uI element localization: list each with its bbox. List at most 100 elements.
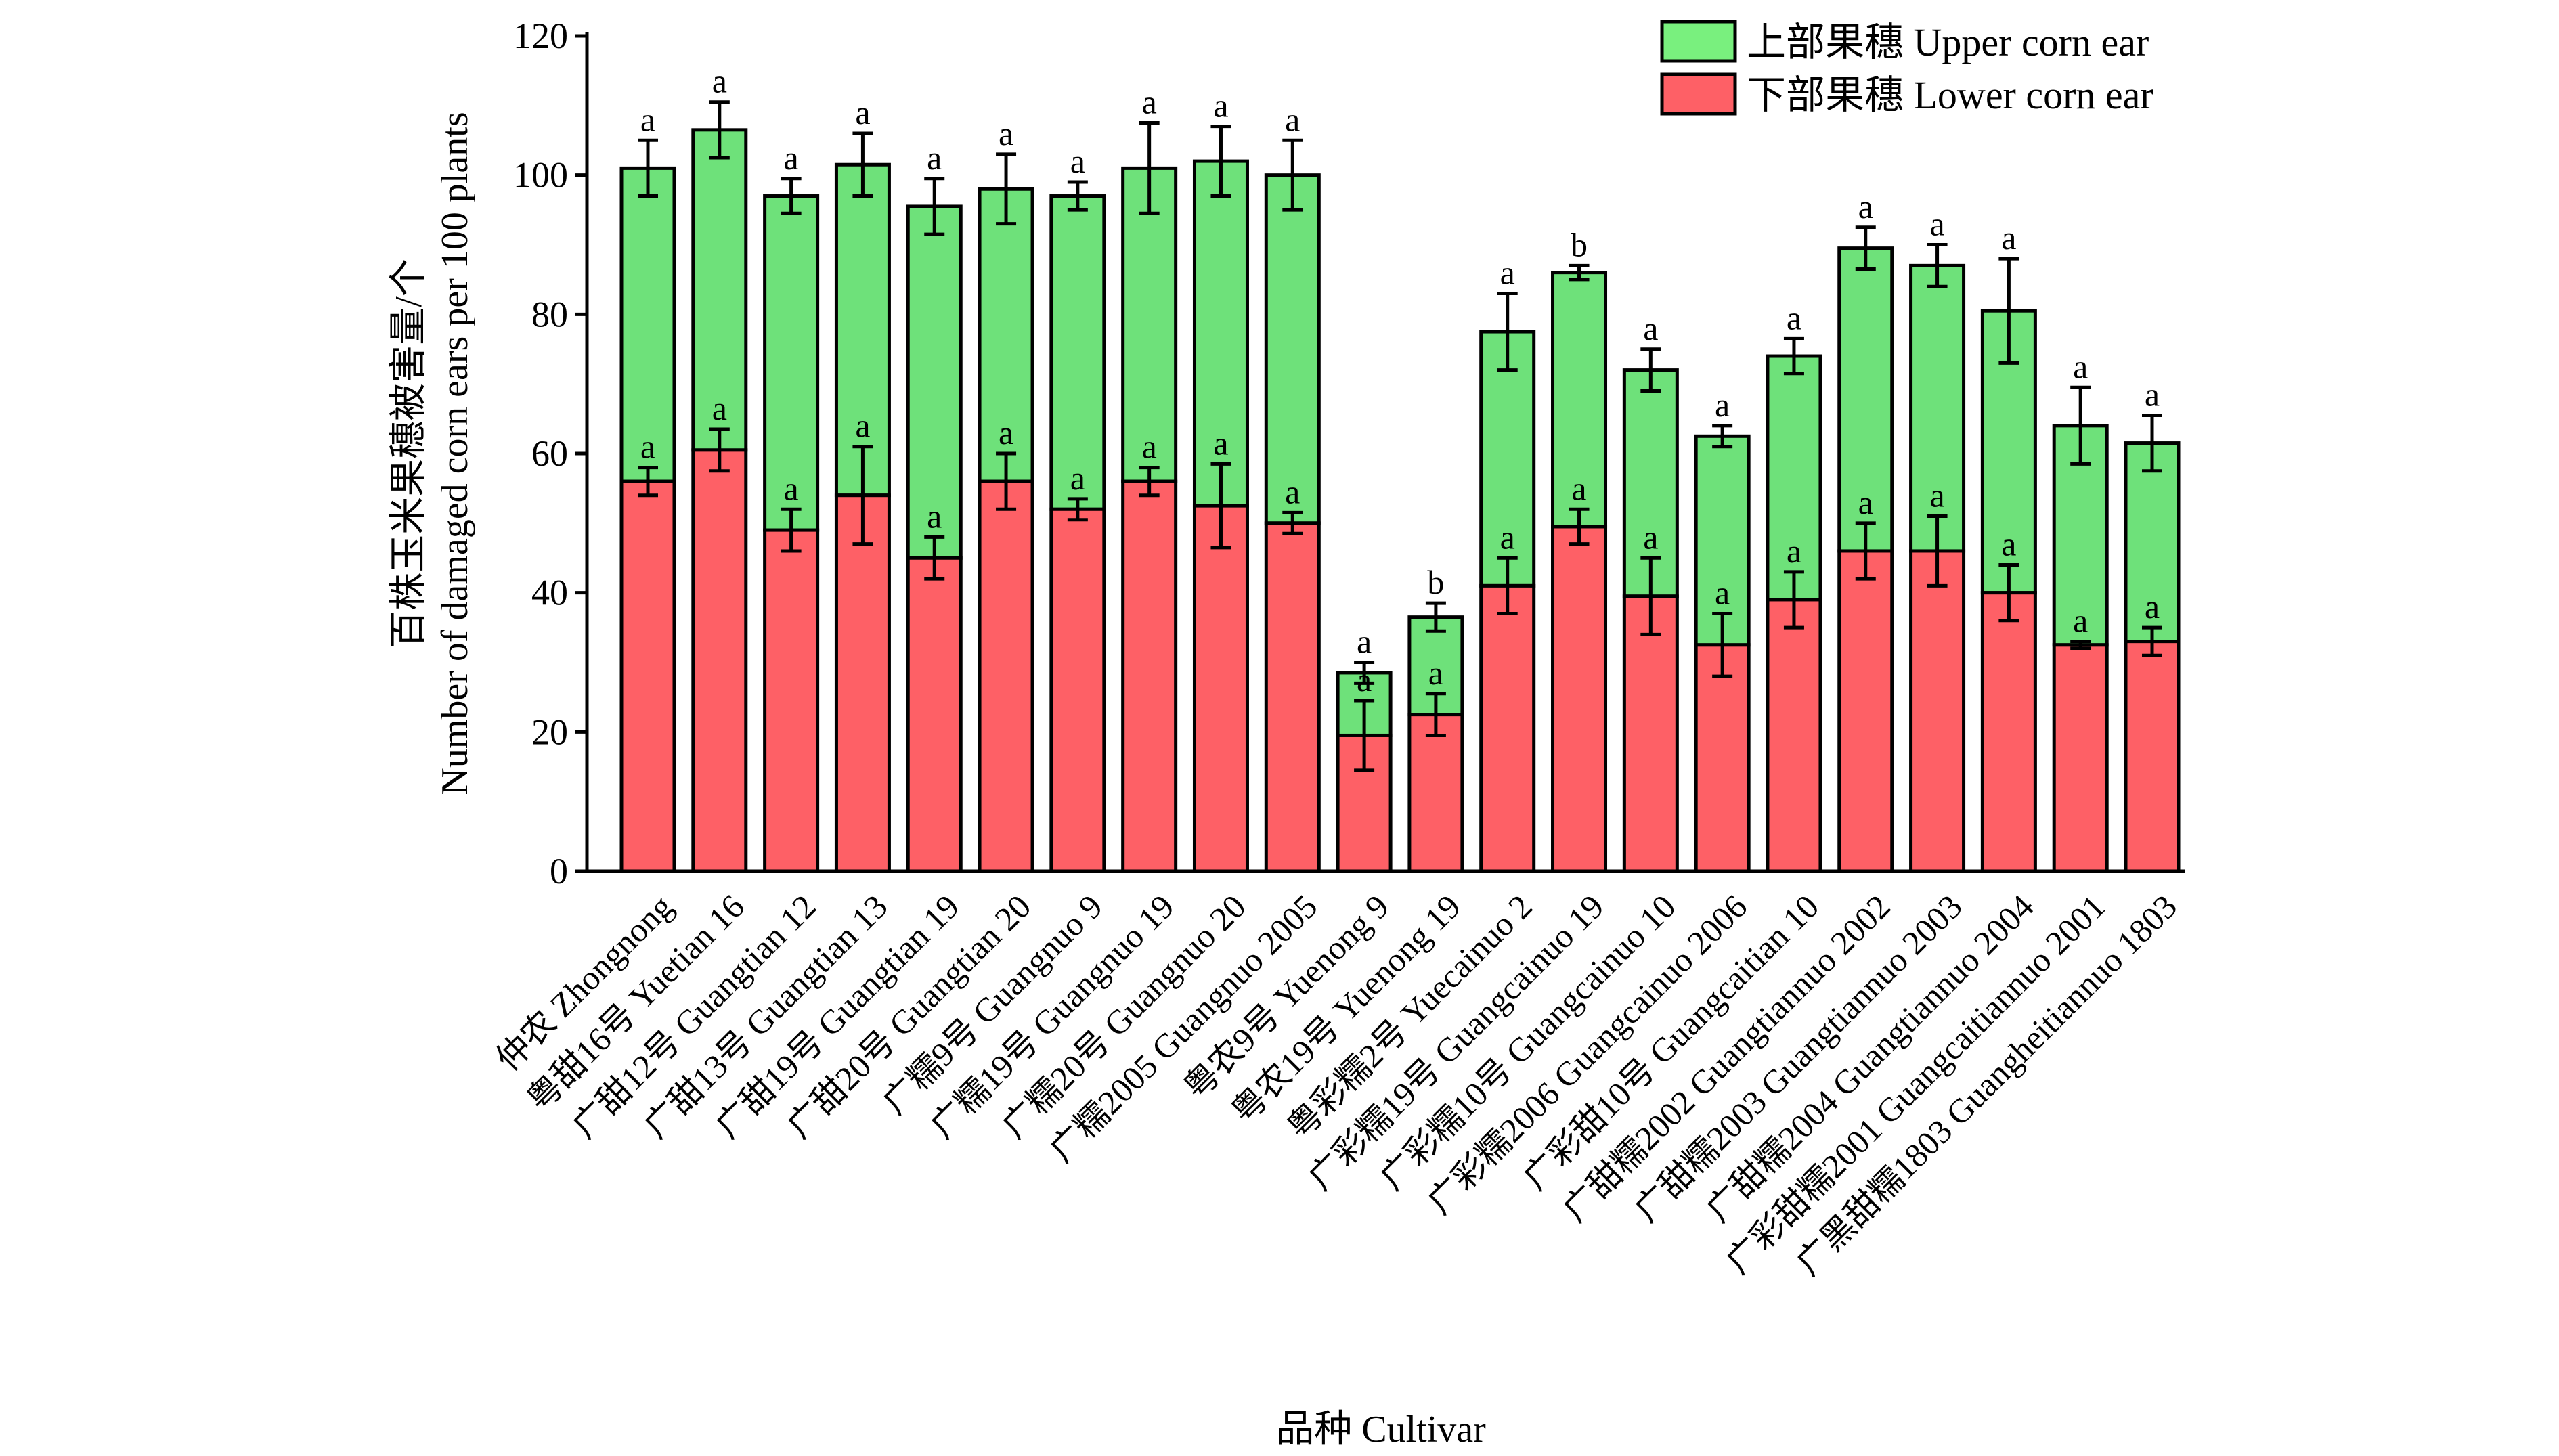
significance-letter-upper-4: a (855, 93, 870, 131)
error-bar-lower-3 (781, 507, 802, 553)
significance-letter-upper-9: a (1213, 87, 1228, 125)
error-bar-upper-4 (852, 131, 873, 198)
bar-upper-9 (1192, 159, 1249, 508)
bar-lower-20 (1980, 591, 2037, 873)
significance-letter-lower-12: a (1428, 654, 1443, 692)
significance-letter-upper-10: a (1285, 100, 1300, 138)
error-bar-upper-10 (1282, 138, 1303, 212)
significance-letter-lower-21: a (2073, 602, 2088, 640)
significance-letter-lower-10: a (1285, 472, 1300, 510)
error-bar-lower-18 (1855, 521, 1876, 581)
error-bar-lower-8 (1139, 466, 1160, 498)
y-tick-label-120: 120 (513, 16, 568, 56)
bar-lower-9 (1192, 504, 1249, 873)
significance-letter-upper-21: a (2073, 347, 2088, 385)
error-bar-lower-7 (1067, 497, 1088, 522)
significance-letter-lower-16: a (1715, 574, 1730, 612)
significance-letter-upper-12: b (1427, 563, 1444, 601)
error-bar-upper-5 (924, 177, 945, 236)
error-bar-upper-3 (781, 177, 802, 215)
legend-label-upper: 上部果穗 Upper corn ear (1747, 20, 2149, 64)
error-bar-lower-9 (1210, 462, 1231, 550)
legend: 上部果穗 Upper corn ear 下部果穗 Lower corn ear (1660, 20, 2153, 117)
bar-lower-18 (1837, 549, 1894, 873)
error-bar-upper-21 (2070, 385, 2091, 466)
bar-lower-2 (691, 448, 748, 873)
bar-lower-13 (1479, 583, 1536, 873)
error-bar-lower-17 (1783, 570, 1804, 630)
significance-letter-upper-15: a (1643, 309, 1658, 347)
significance-letter-lower-3: a (784, 469, 799, 507)
bar-upper-10 (1264, 173, 1321, 525)
error-bar-upper-6 (996, 152, 1017, 226)
error-bar-lower-20 (1998, 563, 2019, 623)
error-bar-upper-20 (1998, 257, 2019, 365)
significance-letter-lower-20: a (2001, 525, 2016, 563)
error-bar-lower-13 (1497, 556, 1518, 616)
significance-letter-lower-22: a (2145, 588, 2160, 625)
bar-upper-1 (619, 166, 676, 483)
bar-upper-2 (691, 128, 748, 452)
bar-lower-7 (1049, 507, 1106, 873)
error-bar-upper-22 (2142, 413, 2162, 473)
error-bar-lower-12 (1425, 692, 1446, 737)
bar-lower-6 (978, 479, 1034, 873)
significance-letter-upper-1: a (640, 100, 655, 138)
bar-lower-4 (834, 493, 891, 873)
bar-upper-13 (1479, 330, 1536, 588)
error-bar-lower-14 (1569, 507, 1590, 546)
error-bar-lower-19 (1927, 514, 1948, 588)
significance-letter-lower-1: a (640, 428, 655, 466)
error-bar-upper-16 (1712, 424, 1733, 449)
significance-letter-upper-14: b (1571, 225, 1588, 263)
error-bar-upper-2 (709, 100, 730, 160)
significance-letter-lower-19: a (1929, 477, 1944, 514)
error-bar-lower-5 (924, 535, 945, 581)
error-bar-lower-11 (1354, 699, 1375, 772)
error-bar-lower-21 (2070, 640, 2091, 650)
y-tick-label-60: 60 (531, 433, 568, 474)
bar-lower-12 (1407, 713, 1464, 873)
significance-letter-lower-7: a (1070, 459, 1085, 497)
bar-lower-21 (2052, 643, 2109, 873)
error-bar-lower-4 (852, 445, 873, 546)
bar-lower-1 (619, 479, 676, 873)
bar-lower-8 (1121, 479, 1178, 873)
y-tick-label-80: 80 (531, 294, 568, 334)
error-bar-lower-2 (709, 427, 730, 473)
y-tick-label-100: 100 (513, 155, 568, 196)
y-tick-label-0: 0 (550, 851, 568, 891)
significance-letter-upper-5: a (927, 139, 942, 177)
significance-letter-lower-18: a (1858, 483, 1873, 521)
x-axis-label: 品种 Cultivar (1276, 1409, 1486, 1451)
error-bar-lower-15 (1640, 556, 1661, 636)
bar-upper-8 (1121, 166, 1178, 483)
significance-letter-lower-17: a (1787, 532, 1801, 570)
significance-letter-lower-9: a (1213, 424, 1228, 462)
error-bar-lower-22 (2142, 625, 2162, 657)
significance-letter-upper-22: a (2145, 375, 2160, 413)
error-bar-lower-10 (1282, 510, 1303, 535)
significance-letter-upper-6: a (999, 114, 1013, 152)
error-bar-lower-1 (638, 466, 658, 498)
bar-lower-5 (906, 556, 963, 873)
error-bar-upper-8 (1139, 121, 1160, 215)
significance-letter-upper-11: a (1357, 623, 1372, 661)
bar-upper-22 (2124, 441, 2181, 644)
significance-letter-upper-3: a (784, 139, 799, 177)
legend-swatch-lower (1660, 72, 1737, 116)
significance-letter-upper-17: a (1787, 299, 1801, 336)
significance-letter-lower-15: a (1643, 518, 1658, 556)
significance-letter-upper-13: a (1500, 253, 1515, 291)
error-bar-upper-13 (1497, 291, 1518, 372)
error-bar-upper-11 (1354, 661, 1375, 685)
error-bar-upper-15 (1640, 347, 1661, 393)
significance-letter-upper-20: a (2001, 219, 2016, 257)
significance-letter-lower-6: a (999, 414, 1013, 451)
significance-letter-lower-13: a (1500, 518, 1515, 556)
bar-lower-10 (1264, 521, 1321, 873)
error-bar-upper-7 (1067, 180, 1088, 212)
significance-letter-lower-14: a (1571, 469, 1586, 507)
bars-layer: aaaaaaaaaaaaaaaaaaaaaaabaaabaaaaaaaaaaaa… (619, 62, 2181, 873)
error-bar-upper-18 (1855, 225, 1876, 271)
